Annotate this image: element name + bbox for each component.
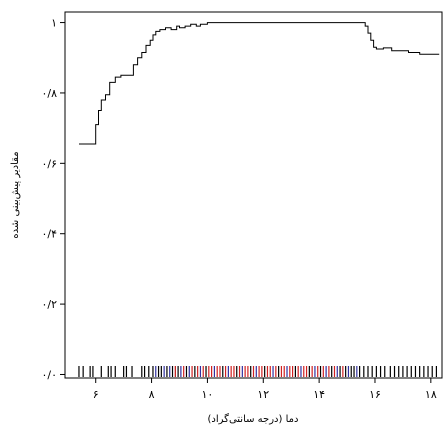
x-tick-label: ۱۶ xyxy=(369,388,381,401)
x-tick-label: ۶ xyxy=(93,388,99,401)
y-axis: ۰/۰ ۰/۲ ۰/۴ ۰/۶ ۰/۸ ۱ xyxy=(41,17,65,381)
y-tick-label: ۰/۰ xyxy=(41,368,57,381)
y-tick-label: ۰/۸ xyxy=(41,87,57,100)
rug-marks xyxy=(78,366,438,377)
y-tick-label: ۰/۴ xyxy=(41,228,57,241)
y-tick-label: ۰/۶ xyxy=(41,157,57,170)
y-axis-label: مقادیر پیش‌بینی شده xyxy=(10,151,21,238)
x-axis-label: دما (درجه سانتی‌گراد) xyxy=(208,413,299,425)
x-tick-label: ۱۰ xyxy=(202,388,214,401)
plot-frame xyxy=(64,11,443,379)
predicted-values-line xyxy=(79,22,440,145)
x-axis: ۶ ۸ ۱۰ ۱۲ ۱۴ ۱۶ ۱۸ xyxy=(93,378,437,401)
y-tick-label: ۰/۲ xyxy=(41,298,57,311)
x-tick-label: ۱۴ xyxy=(313,388,325,401)
x-tick-label: ۸ xyxy=(149,388,155,401)
y-tick-label: ۱ xyxy=(51,17,57,30)
x-tick-label: ۱۸ xyxy=(425,388,437,401)
x-tick-label: ۱۲ xyxy=(257,388,269,401)
